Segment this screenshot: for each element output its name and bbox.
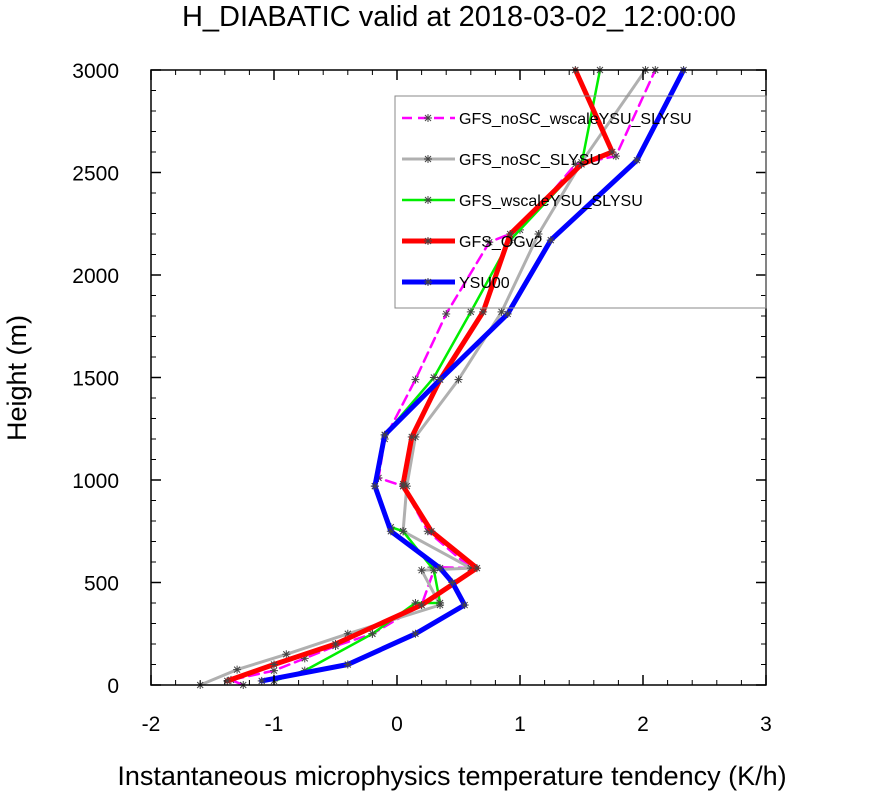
data-point-marker [466,307,475,316]
y-tick-label: 1500 [72,368,119,391]
series-layer [196,66,688,689]
ticks-layer: -2 -1 0 1 2 3 0 500 1000 1500 2000 2500 3000 [72,60,772,736]
y-tick-label: 0 [107,675,119,698]
legend: GFS_noSC_wscaleYSU_SLYSU GFS_noSC_SLYSU GF… [394,95,767,309]
data-point-marker [427,527,436,536]
data-point-marker [454,375,463,384]
data-point-marker [460,601,469,610]
chart-title: H_DIABATIC valid at 2018-03-02_12:00:00 [182,1,736,33]
data-point-marker [368,629,377,638]
y-tick-label: 3000 [72,60,119,83]
data-point-marker [407,432,416,441]
data-point-marker [257,676,266,685]
legend-entry-label: GFS_wscaleYSU_SLYSU [459,193,643,210]
x-tick-label: 0 [391,713,403,736]
legend-marker [424,237,432,245]
x-axis-title: Instantaneous microphysics temperature t… [117,761,786,791]
y-tick-label: 1000 [72,470,119,493]
data-point-marker [282,650,291,659]
x-tick-label: -1 [265,713,284,736]
series-line-5 [259,67,687,684]
y-axis-title: Height (m) [2,315,32,441]
data-point-marker [417,566,426,575]
data-point-marker [608,148,617,156]
data-point-marker [436,564,445,573]
y-tick-label: 500 [84,573,119,596]
data-point-marker [399,480,408,489]
legend-entry-label: GFS_OGv2 [459,234,543,251]
x-tick-label: 3 [760,713,772,736]
data-point-marker [399,527,408,536]
data-point-marker [442,309,451,318]
data-point-marker [485,238,494,247]
data-point-marker [411,375,420,384]
data-point-marker [472,564,481,573]
data-point-marker [270,660,278,669]
data-point-marker [497,307,506,316]
y-tick-label: 2000 [72,265,119,288]
legend-entry-label: GFS_noSC_wscaleYSU_SLYSU [459,111,692,128]
data-point-marker [429,566,438,575]
data-point-marker [436,375,445,384]
data-point-marker [577,160,586,169]
legend-marker [424,155,432,163]
legend-marker [424,196,432,204]
legend-marker [424,114,432,122]
data-point-marker [331,640,340,648]
data-point-marker [380,430,389,439]
legend-frame [394,95,767,309]
data-point-marker [386,527,395,536]
x-tick-label: -2 [142,713,161,736]
legend-entry-label: GFS_noSC_SLYSU [459,152,601,169]
legend-marker [424,278,432,286]
data-point-marker [429,373,438,382]
data-point-marker [632,156,641,165]
data-point-marker [436,599,445,607]
data-point-marker [343,660,352,669]
data-point-marker [448,578,457,587]
data-point-marker [370,482,379,491]
data-point-marker [506,230,515,238]
data-point-marker [503,309,512,318]
data-point-marker [233,665,242,674]
legend-entry-label: YSU00 [459,275,510,292]
data-point-marker [417,601,426,610]
data-point-marker [546,236,555,245]
y-tick-label: 2500 [72,163,119,186]
data-point-marker [534,230,543,238]
data-point-marker [411,629,420,638]
data-point-marker [479,307,488,316]
x-tick-label: 2 [637,713,649,736]
x-tick-label: 1 [514,713,526,736]
